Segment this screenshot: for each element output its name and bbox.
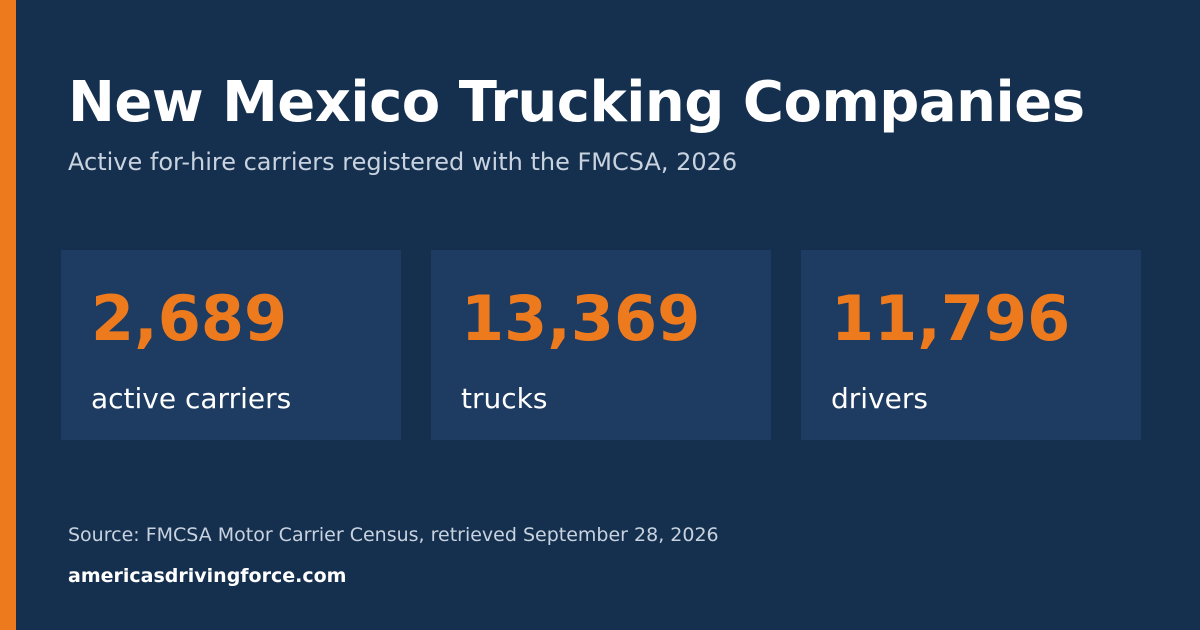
- stat-value: 11,796: [831, 282, 1071, 355]
- stat-label: trucks: [461, 382, 548, 415]
- stat-card: 13,369 trucks: [431, 250, 771, 440]
- subtitle: Active for-hire carriers registered with…: [68, 148, 738, 176]
- source: Source: FMCSA Motor Carrier Census, retr…: [68, 524, 719, 546]
- title: New Mexico Trucking Companies: [68, 70, 1085, 135]
- stat-label: active carriers: [91, 382, 292, 415]
- stat-card: 2,689 active carriers: [61, 250, 401, 440]
- stat-card: 11,796 drivers: [801, 250, 1141, 440]
- stat-value: 13,369: [461, 282, 701, 355]
- site-url: americasdrivingforce.com: [68, 565, 347, 587]
- stat-label: drivers: [831, 382, 928, 415]
- accent-bar: [0, 0, 16, 630]
- stat-value: 2,689: [91, 282, 288, 355]
